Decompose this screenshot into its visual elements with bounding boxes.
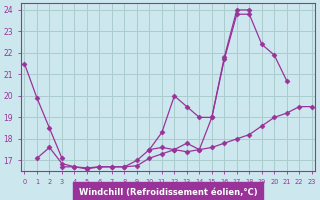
- X-axis label: Windchill (Refroidissement éolien,°C): Windchill (Refroidissement éolien,°C): [79, 188, 257, 197]
